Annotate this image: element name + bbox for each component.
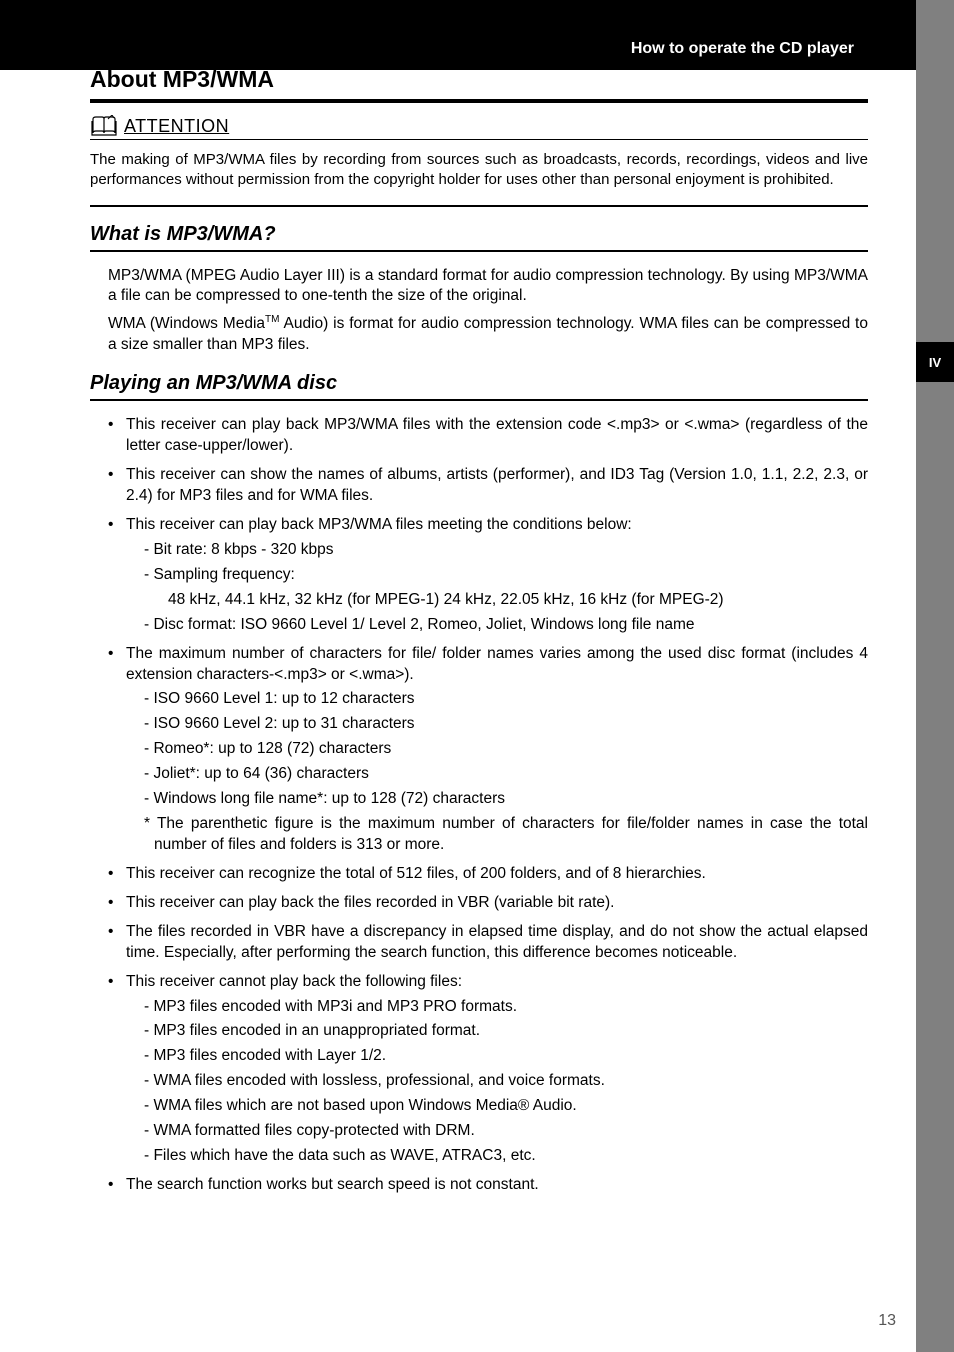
- list-item: This receiver can play back the files re…: [108, 893, 868, 914]
- content-area: About MP3/WMA ATTENTION The making of MP…: [90, 66, 868, 1204]
- book-icon: [90, 115, 118, 137]
- chapter-tab: IV: [916, 342, 954, 382]
- document-page: IV How to operate the CD player About MP…: [0, 0, 954, 1352]
- margin-sidebar: [916, 0, 954, 1352]
- footnote: * The parenthetic figure is the maximum …: [144, 814, 868, 856]
- list-item: This receiver can recognize the total of…: [108, 864, 868, 885]
- section1-p1: MP3/WMA (MPEG Audio Layer III) is a stan…: [90, 266, 868, 308]
- section1-heading: What is MP3/WMA?: [90, 223, 868, 246]
- list-item: This receiver can play back MP3/WMA file…: [108, 515, 868, 636]
- section1-p2a: WMA (Windows Media: [108, 316, 265, 333]
- section2-rule: [90, 399, 868, 401]
- header-band: [0, 0, 954, 70]
- page-title: About MP3/WMA: [90, 66, 868, 93]
- sub-item: - WMA files encoded with lossless, profe…: [144, 1071, 868, 1092]
- sub-item: - Files which have the data such as WAVE…: [144, 1146, 868, 1167]
- attention-underline: [90, 139, 868, 140]
- sub-item: - Sampling frequency:: [144, 565, 868, 586]
- attention-label: ATTENTION: [124, 116, 229, 137]
- sub-list: - ISO 9660 Level 1: up to 12 characters …: [126, 689, 868, 855]
- bullet-list: This receiver can play back MP3/WMA file…: [90, 415, 868, 1196]
- sub-list: - MP3 files encoded with MP3i and MP3 PR…: [126, 997, 868, 1167]
- sub-item: - WMA files which are not based upon Win…: [144, 1096, 868, 1117]
- list-text: The maximum number of characters for fil…: [126, 645, 868, 683]
- sub-item: - Disc format: ISO 9660 Level 1/ Level 2…: [144, 615, 868, 636]
- sub-item: - MP3 files encoded in an unappropriated…: [144, 1021, 868, 1042]
- list-text: This receiver can play back MP3/WMA file…: [126, 516, 632, 533]
- title-rule: [90, 99, 868, 103]
- list-item: The files recorded in VBR have a discrep…: [108, 922, 868, 964]
- sub-item: - ISO 9660 Level 2: up to 31 characters: [144, 714, 868, 735]
- list-item: This receiver cannot play back the follo…: [108, 972, 868, 1167]
- sub-item: - Romeo*: up to 128 (72) characters: [144, 739, 868, 760]
- page-number: 13: [878, 1312, 896, 1330]
- attention-header: ATTENTION: [90, 115, 868, 137]
- section1-rule: [90, 250, 868, 252]
- list-item: The search function works but search spe…: [108, 1175, 868, 1196]
- sub-item: - Bit rate: 8 kbps - 320 kbps: [144, 540, 868, 561]
- section1-p2: WMA (Windows MediaTM Audio) is format fo…: [90, 313, 868, 356]
- sub-item: - MP3 files encoded with Layer 1/2.: [144, 1046, 868, 1067]
- sub-item-detail: 48 kHz, 44.1 kHz, 32 kHz (for MPEG-1) 24…: [144, 590, 868, 611]
- list-item: This receiver can play back MP3/WMA file…: [108, 415, 868, 457]
- header-category: How to operate the CD player: [631, 40, 854, 58]
- sub-item: - MP3 files encoded with MP3i and MP3 PR…: [144, 997, 868, 1018]
- sub-item: - Joliet*: up to 64 (36) characters: [144, 764, 868, 785]
- attention-end-rule: [90, 205, 868, 207]
- list-item: The maximum number of characters for fil…: [108, 644, 868, 856]
- attention-text: The making of MP3/WMA files by recording…: [90, 150, 868, 191]
- tm-superscript: TM: [265, 314, 279, 325]
- list-item: This receiver can show the names of albu…: [108, 465, 868, 507]
- sub-item: - Windows long file name*: up to 128 (72…: [144, 789, 868, 810]
- sub-item: - ISO 9660 Level 1: up to 12 characters: [144, 689, 868, 710]
- list-text: This receiver cannot play back the follo…: [126, 973, 462, 990]
- sub-list: - Bit rate: 8 kbps - 320 kbps - Sampling…: [126, 540, 868, 636]
- section2-heading: Playing an MP3/WMA disc: [90, 372, 868, 395]
- sub-item: - WMA formatted files copy-protected wit…: [144, 1121, 868, 1142]
